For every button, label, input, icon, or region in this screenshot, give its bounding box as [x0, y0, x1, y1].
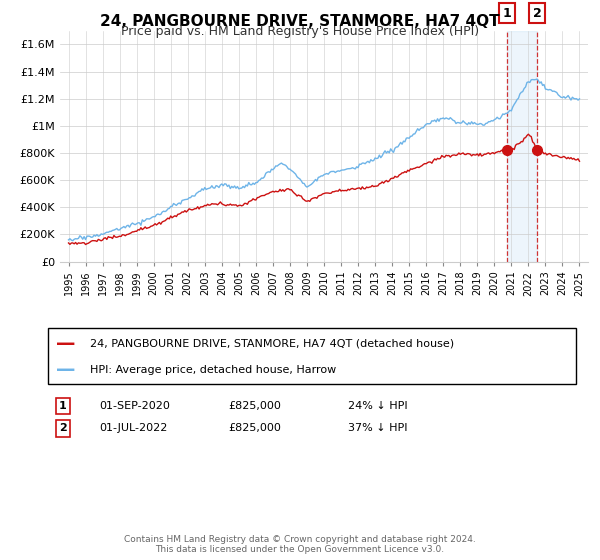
Text: 1: 1 — [503, 7, 511, 20]
Text: Price paid vs. HM Land Registry's House Price Index (HPI): Price paid vs. HM Land Registry's House … — [121, 25, 479, 38]
Text: —: — — [56, 334, 76, 353]
Text: £825,000: £825,000 — [228, 401, 281, 411]
Bar — [507, 31, 537, 262]
Text: £825,000: £825,000 — [228, 423, 281, 433]
Text: 37% ↓ HPI: 37% ↓ HPI — [348, 423, 407, 433]
Text: 2: 2 — [59, 423, 67, 433]
Text: 24% ↓ HPI: 24% ↓ HPI — [348, 401, 407, 411]
Text: HPI: Average price, detached house, Harrow: HPI: Average price, detached house, Harr… — [90, 365, 336, 375]
Text: 01-JUL-2022: 01-JUL-2022 — [99, 423, 167, 433]
Text: 2: 2 — [533, 7, 541, 20]
Text: —: — — [56, 360, 76, 379]
Text: 24, PANGBOURNE DRIVE, STANMORE, HA7 4QT (detached house): 24, PANGBOURNE DRIVE, STANMORE, HA7 4QT … — [90, 338, 454, 348]
Text: 1: 1 — [59, 401, 67, 411]
Text: 01-SEP-2020: 01-SEP-2020 — [99, 401, 170, 411]
Text: 24, PANGBOURNE DRIVE, STANMORE, HA7 4QT: 24, PANGBOURNE DRIVE, STANMORE, HA7 4QT — [100, 14, 500, 29]
Text: Contains HM Land Registry data © Crown copyright and database right 2024.
This d: Contains HM Land Registry data © Crown c… — [124, 535, 476, 554]
